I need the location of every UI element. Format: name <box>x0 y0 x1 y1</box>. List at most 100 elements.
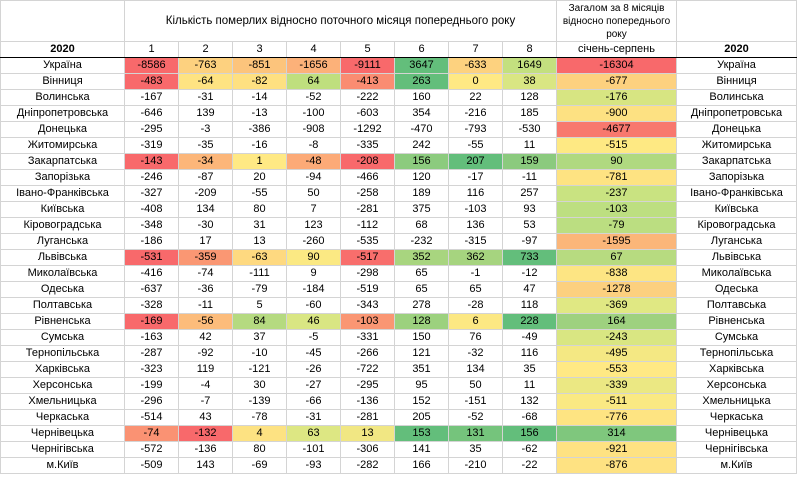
month-value-cell[interactable]: 9 <box>286 265 341 282</box>
total-value-cell[interactable]: -553 <box>556 361 677 378</box>
month-value-cell[interactable]: -48 <box>286 153 341 170</box>
month-value-cell[interactable]: 5 <box>232 297 287 314</box>
month-header[interactable]: 5 <box>340 41 395 58</box>
month-value-cell[interactable]: -136 <box>340 393 395 410</box>
month-value-cell[interactable]: 141 <box>394 441 449 458</box>
region-name-cell-right[interactable]: Івано-Франківська <box>676 185 797 202</box>
month-value-cell[interactable]: 352 <box>394 249 449 266</box>
region-name-cell[interactable]: Волинська <box>0 89 125 106</box>
month-value-cell[interactable]: 116 <box>502 345 557 362</box>
month-value-cell[interactable]: -386 <box>232 121 287 138</box>
month-value-cell[interactable]: 152 <box>394 393 449 410</box>
month-value-cell[interactable]: -3 <box>178 121 233 138</box>
month-value-cell[interactable]: 354 <box>394 105 449 122</box>
month-value-cell[interactable]: -143 <box>124 153 179 170</box>
summary-title[interactable]: Загалом за 8 місяців відносно попередньо… <box>556 0 677 42</box>
month-value-cell[interactable]: 228 <box>502 313 557 330</box>
month-value-cell[interactable]: 136 <box>448 217 503 234</box>
month-value-cell[interactable]: -416 <box>124 265 179 282</box>
month-value-cell[interactable]: -55 <box>232 185 287 202</box>
total-value-cell[interactable]: -876 <box>556 457 677 474</box>
month-value-cell[interactable]: 20 <box>232 169 287 186</box>
month-value-cell[interactable]: -633 <box>448 57 503 74</box>
month-value-cell[interactable]: 128 <box>394 313 449 330</box>
region-name-cell[interactable]: Хмельницька <box>0 393 125 410</box>
total-value-cell[interactable]: 90 <box>556 153 677 170</box>
month-value-cell[interactable]: -793 <box>448 121 503 138</box>
month-value-cell[interactable]: 733 <box>502 249 557 266</box>
region-name-cell-right[interactable]: Харківська <box>676 361 797 378</box>
month-value-cell[interactable]: -4 <box>178 377 233 394</box>
month-value-cell[interactable]: -56 <box>178 313 233 330</box>
month-value-cell[interactable]: 47 <box>502 281 557 298</box>
month-value-cell[interactable]: 134 <box>178 201 233 218</box>
region-name-cell[interactable]: Львівська <box>0 249 125 266</box>
month-value-cell[interactable]: -94 <box>286 169 341 186</box>
month-header[interactable]: 2 <box>178 41 233 58</box>
month-value-cell[interactable]: -1 <box>448 265 503 282</box>
month-value-cell[interactable]: -266 <box>340 345 395 362</box>
month-value-cell[interactable]: -282 <box>340 457 395 474</box>
month-value-cell[interactable]: -78 <box>232 409 287 426</box>
summary-label[interactable]: січень-серпень <box>556 41 677 58</box>
month-value-cell[interactable]: 278 <box>394 297 449 314</box>
region-name-cell-right[interactable]: Полтавська <box>676 297 797 314</box>
month-value-cell[interactable]: -306 <box>340 441 395 458</box>
month-value-cell[interactable]: -103 <box>448 201 503 218</box>
month-value-cell[interactable]: 120 <box>394 169 449 186</box>
month-value-cell[interactable]: 6 <box>448 313 503 330</box>
region-name-cell-right[interactable]: Чернівецька <box>676 425 797 442</box>
month-value-cell[interactable]: -17 <box>448 169 503 186</box>
month-value-cell[interactable]: -10 <box>232 345 287 362</box>
month-value-cell[interactable]: -52 <box>286 89 341 106</box>
region-name-cell-right[interactable]: Вінниця <box>676 73 797 90</box>
month-value-cell[interactable]: -132 <box>178 425 233 442</box>
region-name-cell[interactable]: Вінниця <box>0 73 125 90</box>
month-value-cell[interactable]: -30 <box>178 217 233 234</box>
month-value-cell[interactable]: -260 <box>286 233 341 250</box>
month-value-cell[interactable]: 31 <box>232 217 287 234</box>
month-value-cell[interactable]: -335 <box>340 137 395 154</box>
month-value-cell[interactable]: 95 <box>394 377 449 394</box>
month-value-cell[interactable]: -7 <box>178 393 233 410</box>
region-name-cell-right[interactable]: Волинська <box>676 89 797 106</box>
region-name-cell-right[interactable]: Тернопільська <box>676 345 797 362</box>
total-value-cell[interactable]: -16304 <box>556 57 677 74</box>
month-value-cell[interactable]: -34 <box>178 153 233 170</box>
empty-header-cell-right[interactable] <box>676 0 797 42</box>
month-value-cell[interactable]: -327 <box>124 185 179 202</box>
month-value-cell[interactable]: 128 <box>502 89 557 106</box>
month-value-cell[interactable]: -483 <box>124 73 179 90</box>
region-name-cell[interactable]: Рівненська <box>0 313 125 330</box>
month-value-cell[interactable]: -328 <box>124 297 179 314</box>
total-value-cell[interactable]: 67 <box>556 249 677 266</box>
month-value-cell[interactable]: -22 <box>502 457 557 474</box>
month-value-cell[interactable]: -281 <box>340 409 395 426</box>
month-value-cell[interactable]: -466 <box>340 169 395 186</box>
month-value-cell[interactable]: -216 <box>448 105 503 122</box>
month-value-cell[interactable]: -66 <box>286 393 341 410</box>
month-value-cell[interactable]: 263 <box>394 73 449 90</box>
month-value-cell[interactable]: -87 <box>178 169 233 186</box>
region-name-cell-right[interactable]: Житомирська <box>676 137 797 154</box>
month-value-cell[interactable]: 80 <box>232 201 287 218</box>
month-value-cell[interactable]: -186 <box>124 233 179 250</box>
month-value-cell[interactable]: 121 <box>394 345 449 362</box>
month-value-cell[interactable]: -139 <box>232 393 287 410</box>
month-value-cell[interactable]: -258 <box>340 185 395 202</box>
month-value-cell[interactable]: -8 <box>286 137 341 154</box>
month-value-cell[interactable]: 257 <box>502 185 557 202</box>
total-value-cell[interactable]: -103 <box>556 201 677 218</box>
year-label-right[interactable]: 2020 <box>676 41 797 58</box>
table-title[interactable]: Кількість померлих відносно поточного мі… <box>124 0 557 42</box>
month-value-cell[interactable]: -74 <box>124 425 179 442</box>
month-value-cell[interactable]: 132 <box>502 393 557 410</box>
region-name-cell[interactable]: Закарпатська <box>0 153 125 170</box>
total-value-cell[interactable]: -921 <box>556 441 677 458</box>
month-value-cell[interactable]: -101 <box>286 441 341 458</box>
month-value-cell[interactable]: 153 <box>394 425 449 442</box>
region-name-cell[interactable]: Одеська <box>0 281 125 298</box>
month-header[interactable]: 3 <box>232 41 287 58</box>
month-value-cell[interactable]: -151 <box>448 393 503 410</box>
month-value-cell[interactable]: -68 <box>502 409 557 426</box>
